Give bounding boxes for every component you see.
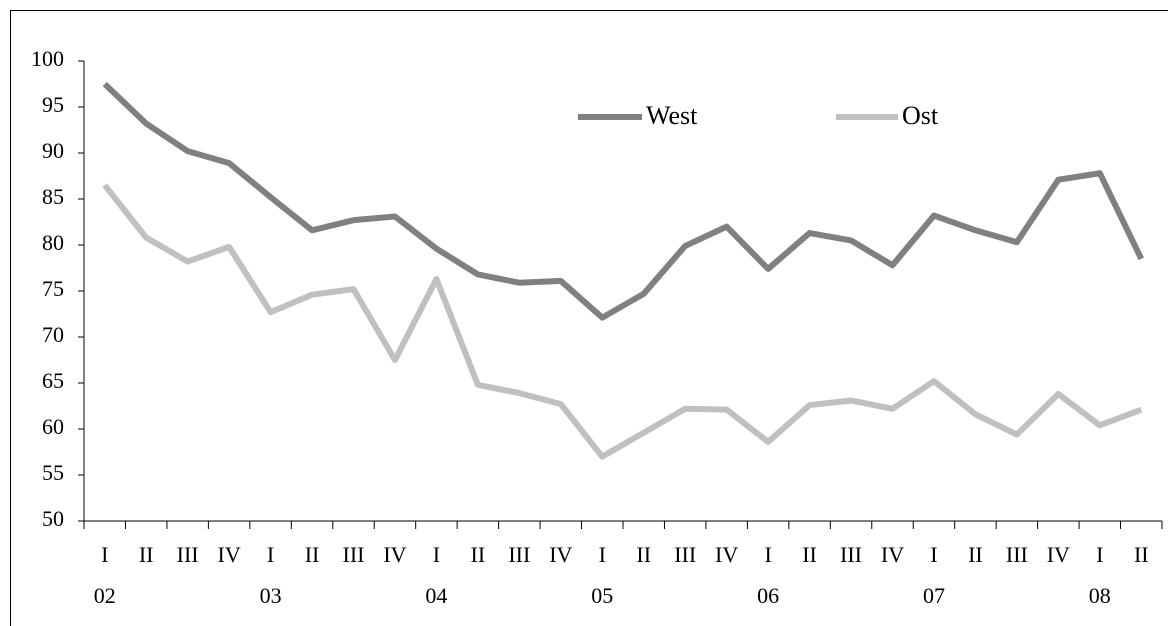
x-tick-label: I (433, 542, 440, 567)
year-label: 04 (425, 583, 447, 608)
year-label: 06 (757, 583, 779, 608)
y-tick-label: 70 (42, 322, 64, 347)
x-tick-label: I (930, 542, 937, 567)
x-tick-label: II (636, 542, 651, 567)
y-tick-label: 60 (42, 414, 64, 439)
y-tick-label: 100 (31, 46, 64, 71)
x-tick-label: III (343, 542, 365, 567)
x-tick-label: III (1006, 542, 1028, 567)
year-label: 08 (1089, 583, 1111, 608)
x-tick-label: IV (881, 542, 904, 567)
x-tick-label: III (508, 542, 530, 567)
y-tick-label: 65 (42, 368, 64, 393)
x-tick-label: II (968, 542, 983, 567)
x-tick-label: I (599, 542, 606, 567)
year-label: 02 (94, 583, 116, 608)
year-label: 07 (923, 583, 945, 608)
x-tick-label: II (802, 542, 817, 567)
y-tick-label: 95 (42, 92, 64, 117)
year-label: 03 (260, 583, 282, 608)
x-tick-label: III (840, 542, 862, 567)
x-tick-label: IV (218, 542, 241, 567)
x-tick-label: IV (715, 542, 738, 567)
frame (10, 10, 1168, 626)
legend-label: West (646, 101, 698, 130)
x-tick-label: II (1134, 542, 1149, 567)
x-tick-label: II (139, 542, 154, 567)
x-tick-label: I (101, 542, 108, 567)
y-tick-label: 50 (42, 506, 64, 531)
y-tick-label: 80 (42, 230, 64, 255)
year-label: 05 (591, 583, 613, 608)
series-line (102, 183, 1143, 460)
y-tick-label: 90 (42, 138, 64, 163)
x-tick-label: I (267, 542, 274, 567)
x-tick-label: I (764, 542, 771, 567)
x-tick-label: III (674, 542, 696, 567)
x-tick-label: IV (549, 542, 572, 567)
x-tick-label: I (1096, 542, 1103, 567)
x-tick-label: II (305, 542, 320, 567)
y-tick-label: 55 (42, 460, 64, 485)
x-tick-label: IV (1047, 542, 1070, 567)
x-tick-label: III (177, 542, 199, 567)
x-tick-label: II (471, 542, 486, 567)
x-tick-label: IV (383, 542, 406, 567)
y-tick-label: 75 (42, 276, 64, 301)
y-tick-label: 85 (42, 184, 64, 209)
series-line (102, 81, 1144, 321)
legend-label: Ost (902, 101, 939, 130)
